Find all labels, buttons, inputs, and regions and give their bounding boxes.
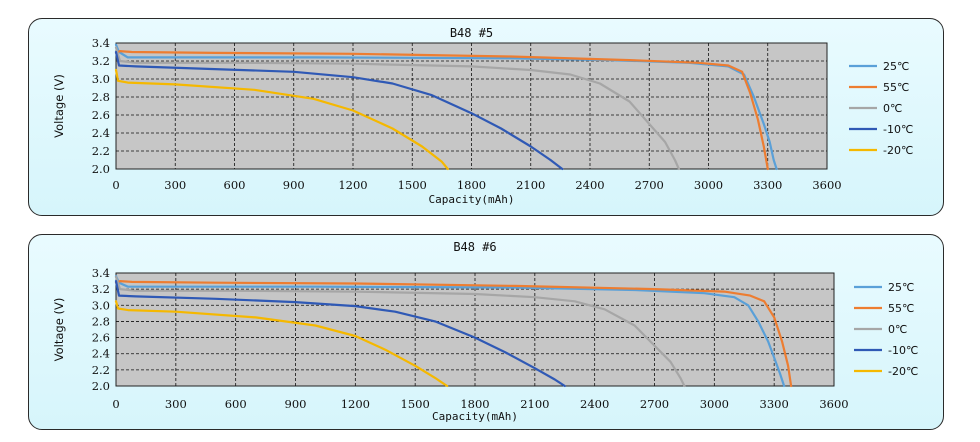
- legend-label: 0℃: [883, 102, 902, 115]
- x-tick-label: 0: [112, 397, 119, 411]
- y-tick-label: 2.2: [92, 363, 110, 377]
- y-tick-label: 2.8: [92, 90, 110, 104]
- x-tick-label: 2100: [520, 397, 549, 411]
- x-tick-label: 1500: [398, 178, 427, 192]
- x-tick-label: 3600: [819, 397, 848, 411]
- x-tick-label: 1800: [460, 397, 489, 411]
- x-tick-label: 300: [164, 178, 186, 192]
- y-tick-label: 2.0: [92, 162, 110, 176]
- y-tick-label: 2.6: [92, 331, 110, 345]
- y-tick-label: 3.0: [92, 72, 110, 86]
- chart-b48-6: B48 #6 0 300 600 900 1200 1500 1800 2100 2400 2700…: [52, 240, 918, 423]
- legend: 25℃ 55℃ 0℃ -10℃ -20℃: [849, 60, 913, 157]
- x-tick-label: 2700: [640, 397, 669, 411]
- x-tick-label: 2400: [575, 178, 604, 192]
- x-axis-label: Capacity(mAh): [428, 193, 514, 206]
- series-line: [114, 279, 793, 388]
- y-tick-label: 2.4: [92, 126, 110, 140]
- y-tick-label: 3.4: [92, 266, 110, 280]
- series-line: [114, 279, 566, 388]
- chart-panel-1: B48 #5 0 300 600 900 1200 1500 1800 2100 2400 2700…: [28, 18, 944, 216]
- y-tick-label: 3.2: [92, 282, 110, 296]
- legend-label: -10℃: [888, 344, 918, 357]
- x-tick-label: 3600: [812, 178, 841, 192]
- x-tick-label: 900: [285, 397, 307, 411]
- series-line: [114, 275, 686, 388]
- x-tick-label: 3300: [760, 397, 789, 411]
- series-line: [114, 46, 681, 171]
- x-tick-label: 2100: [516, 178, 545, 192]
- x-tick-label: 300: [165, 397, 187, 411]
- grid: [116, 273, 834, 386]
- y-axis-label: Voltage (V): [52, 74, 66, 138]
- x-tick-label: 3000: [694, 178, 723, 192]
- y-tick-label: 3.2: [92, 54, 110, 68]
- legend-label: 0℃: [888, 323, 907, 336]
- x-axis-label: Capacity(mAh): [432, 410, 518, 423]
- x-tick-label: 1800: [457, 178, 486, 192]
- x-tick-label: 3300: [753, 178, 782, 192]
- y-tick-label: 2.8: [92, 314, 110, 328]
- series-line: [114, 275, 786, 388]
- y-tick-label: 2.0: [92, 379, 110, 393]
- chart-title: B48 #5: [450, 26, 493, 40]
- x-tick-label: 900: [283, 178, 305, 192]
- legend-label: -20℃: [883, 144, 913, 157]
- x-tick-label: 1500: [401, 397, 430, 411]
- legend-label: 25℃: [888, 281, 914, 294]
- series-line: [114, 49, 769, 171]
- legend-label: -20℃: [888, 365, 918, 378]
- legend-label: 55℃: [883, 81, 909, 94]
- chart-panel-2: B48 #6 0 300 600 900 1200 1500 1800 2100 2400 2700…: [28, 234, 944, 430]
- legend-label: 25℃: [883, 60, 909, 73]
- x-tick-label: 1200: [341, 397, 370, 411]
- series-line: [114, 50, 564, 171]
- y-tick-label: 2.4: [92, 347, 110, 361]
- legend-label: 55℃: [888, 302, 914, 315]
- chart-b48-5: B48 #5 0 300 600 900 1200 1500 1800 2100 2400 2700…: [52, 26, 913, 206]
- legend: 25℃ 55℃ 0℃ -10℃ -20℃: [854, 281, 918, 378]
- x-tick-label: 0: [112, 178, 119, 192]
- x-tick-label: 1200: [338, 178, 367, 192]
- y-tick-label: 2.6: [92, 108, 110, 122]
- x-tick-label: 2400: [580, 397, 609, 411]
- legend-label: -10℃: [883, 123, 913, 136]
- y-tick-label: 2.2: [92, 144, 110, 158]
- chart-title: B48 #6: [453, 240, 496, 254]
- x-tick-label: 600: [224, 178, 246, 192]
- series-line: [114, 300, 449, 388]
- x-tick-label: 3000: [700, 397, 729, 411]
- series-line: [114, 68, 449, 171]
- y-tick-label: 3.0: [92, 298, 110, 312]
- x-tick-label: 2700: [635, 178, 664, 192]
- x-tick-label: 600: [225, 397, 247, 411]
- y-tick-label: 3.4: [92, 36, 110, 50]
- y-axis-label: Voltage (V): [52, 298, 66, 362]
